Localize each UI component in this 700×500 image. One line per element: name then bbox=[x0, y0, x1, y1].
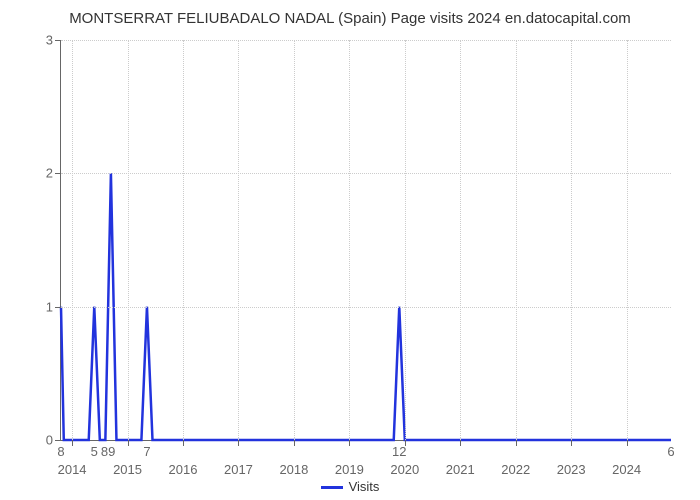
grid-line-v bbox=[238, 40, 239, 440]
x-count-label: 8 bbox=[57, 440, 64, 459]
x-count-label: 12 bbox=[392, 440, 406, 459]
x-tick-mark bbox=[627, 440, 628, 446]
grid-line-v bbox=[516, 40, 517, 440]
legend-swatch bbox=[321, 486, 343, 489]
x-tick-mark bbox=[349, 440, 350, 446]
y-tick-mark bbox=[55, 173, 61, 174]
grid-line-v bbox=[128, 40, 129, 440]
x-tick-mark bbox=[460, 440, 461, 446]
grid-line-v bbox=[183, 40, 184, 440]
x-tick-mark bbox=[238, 440, 239, 446]
x-tick-mark bbox=[72, 440, 73, 446]
chart-container: MONTSERRAT FELIUBADALO NADAL (Spain) Pag… bbox=[0, 0, 700, 500]
grid-line-v bbox=[460, 40, 461, 440]
grid-line-v bbox=[571, 40, 572, 440]
grid-line-v bbox=[405, 40, 406, 440]
legend: Visits bbox=[0, 479, 700, 494]
legend-label: Visits bbox=[349, 479, 380, 494]
grid-line-v bbox=[349, 40, 350, 440]
x-count-label: 6 bbox=[667, 440, 674, 459]
grid-line-h bbox=[61, 307, 671, 308]
grid-line-v bbox=[294, 40, 295, 440]
x-tick-mark bbox=[183, 440, 184, 446]
plot-area: 0123201420152016201720182019202020212022… bbox=[60, 40, 671, 441]
grid-line-v bbox=[72, 40, 73, 440]
series-line bbox=[61, 40, 671, 440]
grid-line-h bbox=[61, 40, 671, 41]
chart-title: MONTSERRAT FELIUBADALO NADAL (Spain) Pag… bbox=[0, 10, 700, 27]
grid-line-v bbox=[627, 40, 628, 440]
y-tick-mark bbox=[55, 307, 61, 308]
x-count-label: 89 bbox=[101, 440, 115, 459]
x-count-label: 5 bbox=[91, 440, 98, 459]
x-tick-mark bbox=[128, 440, 129, 446]
y-tick-mark bbox=[55, 40, 61, 41]
x-tick-mark bbox=[294, 440, 295, 446]
x-count-label: 7 bbox=[143, 440, 150, 459]
x-tick-mark bbox=[571, 440, 572, 446]
x-tick-mark bbox=[516, 440, 517, 446]
grid-line-h bbox=[61, 173, 671, 174]
